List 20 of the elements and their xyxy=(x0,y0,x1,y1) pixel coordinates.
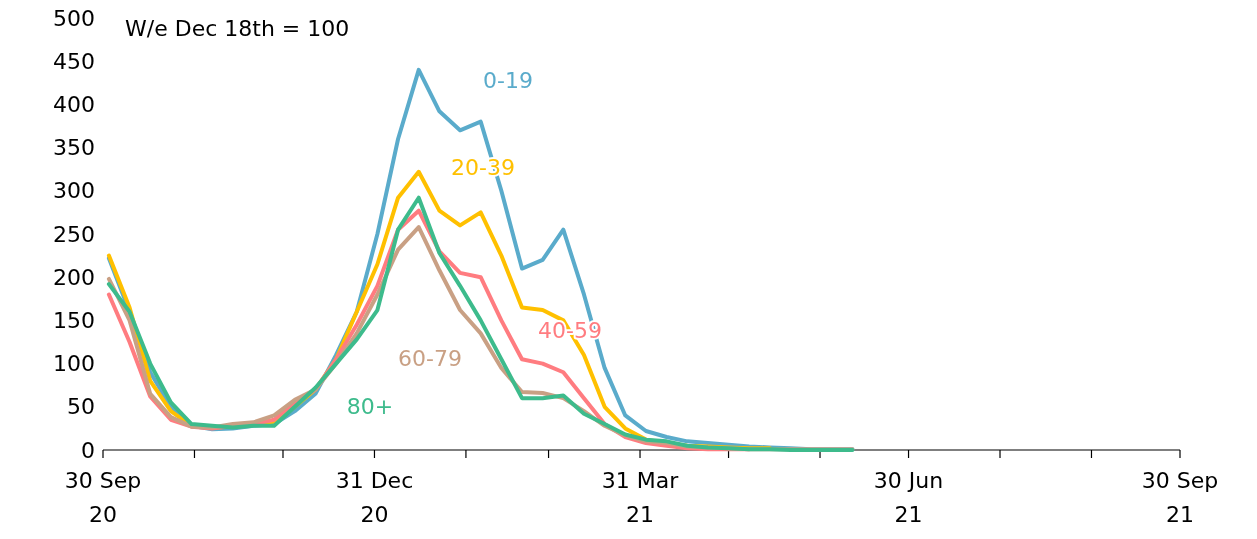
y-tick-label: 100 xyxy=(53,351,95,377)
y-tick-label: 350 xyxy=(53,135,95,161)
x-tick-label: 30 Jun 21 xyxy=(873,468,944,527)
series-label: 0-19 xyxy=(483,67,533,93)
x-tick-label: 30 Sep 21 xyxy=(1141,468,1219,527)
y-tick-label: 450 xyxy=(53,48,95,74)
x-tick-label: 31 Mar 21 xyxy=(601,468,680,527)
y-tick-label: 500 xyxy=(53,5,95,31)
annotation: W/e Dec 18th = 100 xyxy=(125,15,350,41)
x-tick-label: 31 Dec 20 xyxy=(335,468,414,527)
y-tick-label: 250 xyxy=(53,221,95,247)
series-label: 80+ xyxy=(346,393,394,419)
y-tick-label: 0 xyxy=(81,437,95,463)
x-tick-label: 30 Sep 20 xyxy=(64,468,142,527)
y-tick-label: 150 xyxy=(53,307,95,333)
y-tick-label: 300 xyxy=(53,178,95,204)
y-tick-label: 400 xyxy=(53,91,95,117)
series-label: 60-79 xyxy=(398,345,462,371)
y-tick-label: 50 xyxy=(67,394,95,420)
y-tick-label: 200 xyxy=(53,264,95,290)
